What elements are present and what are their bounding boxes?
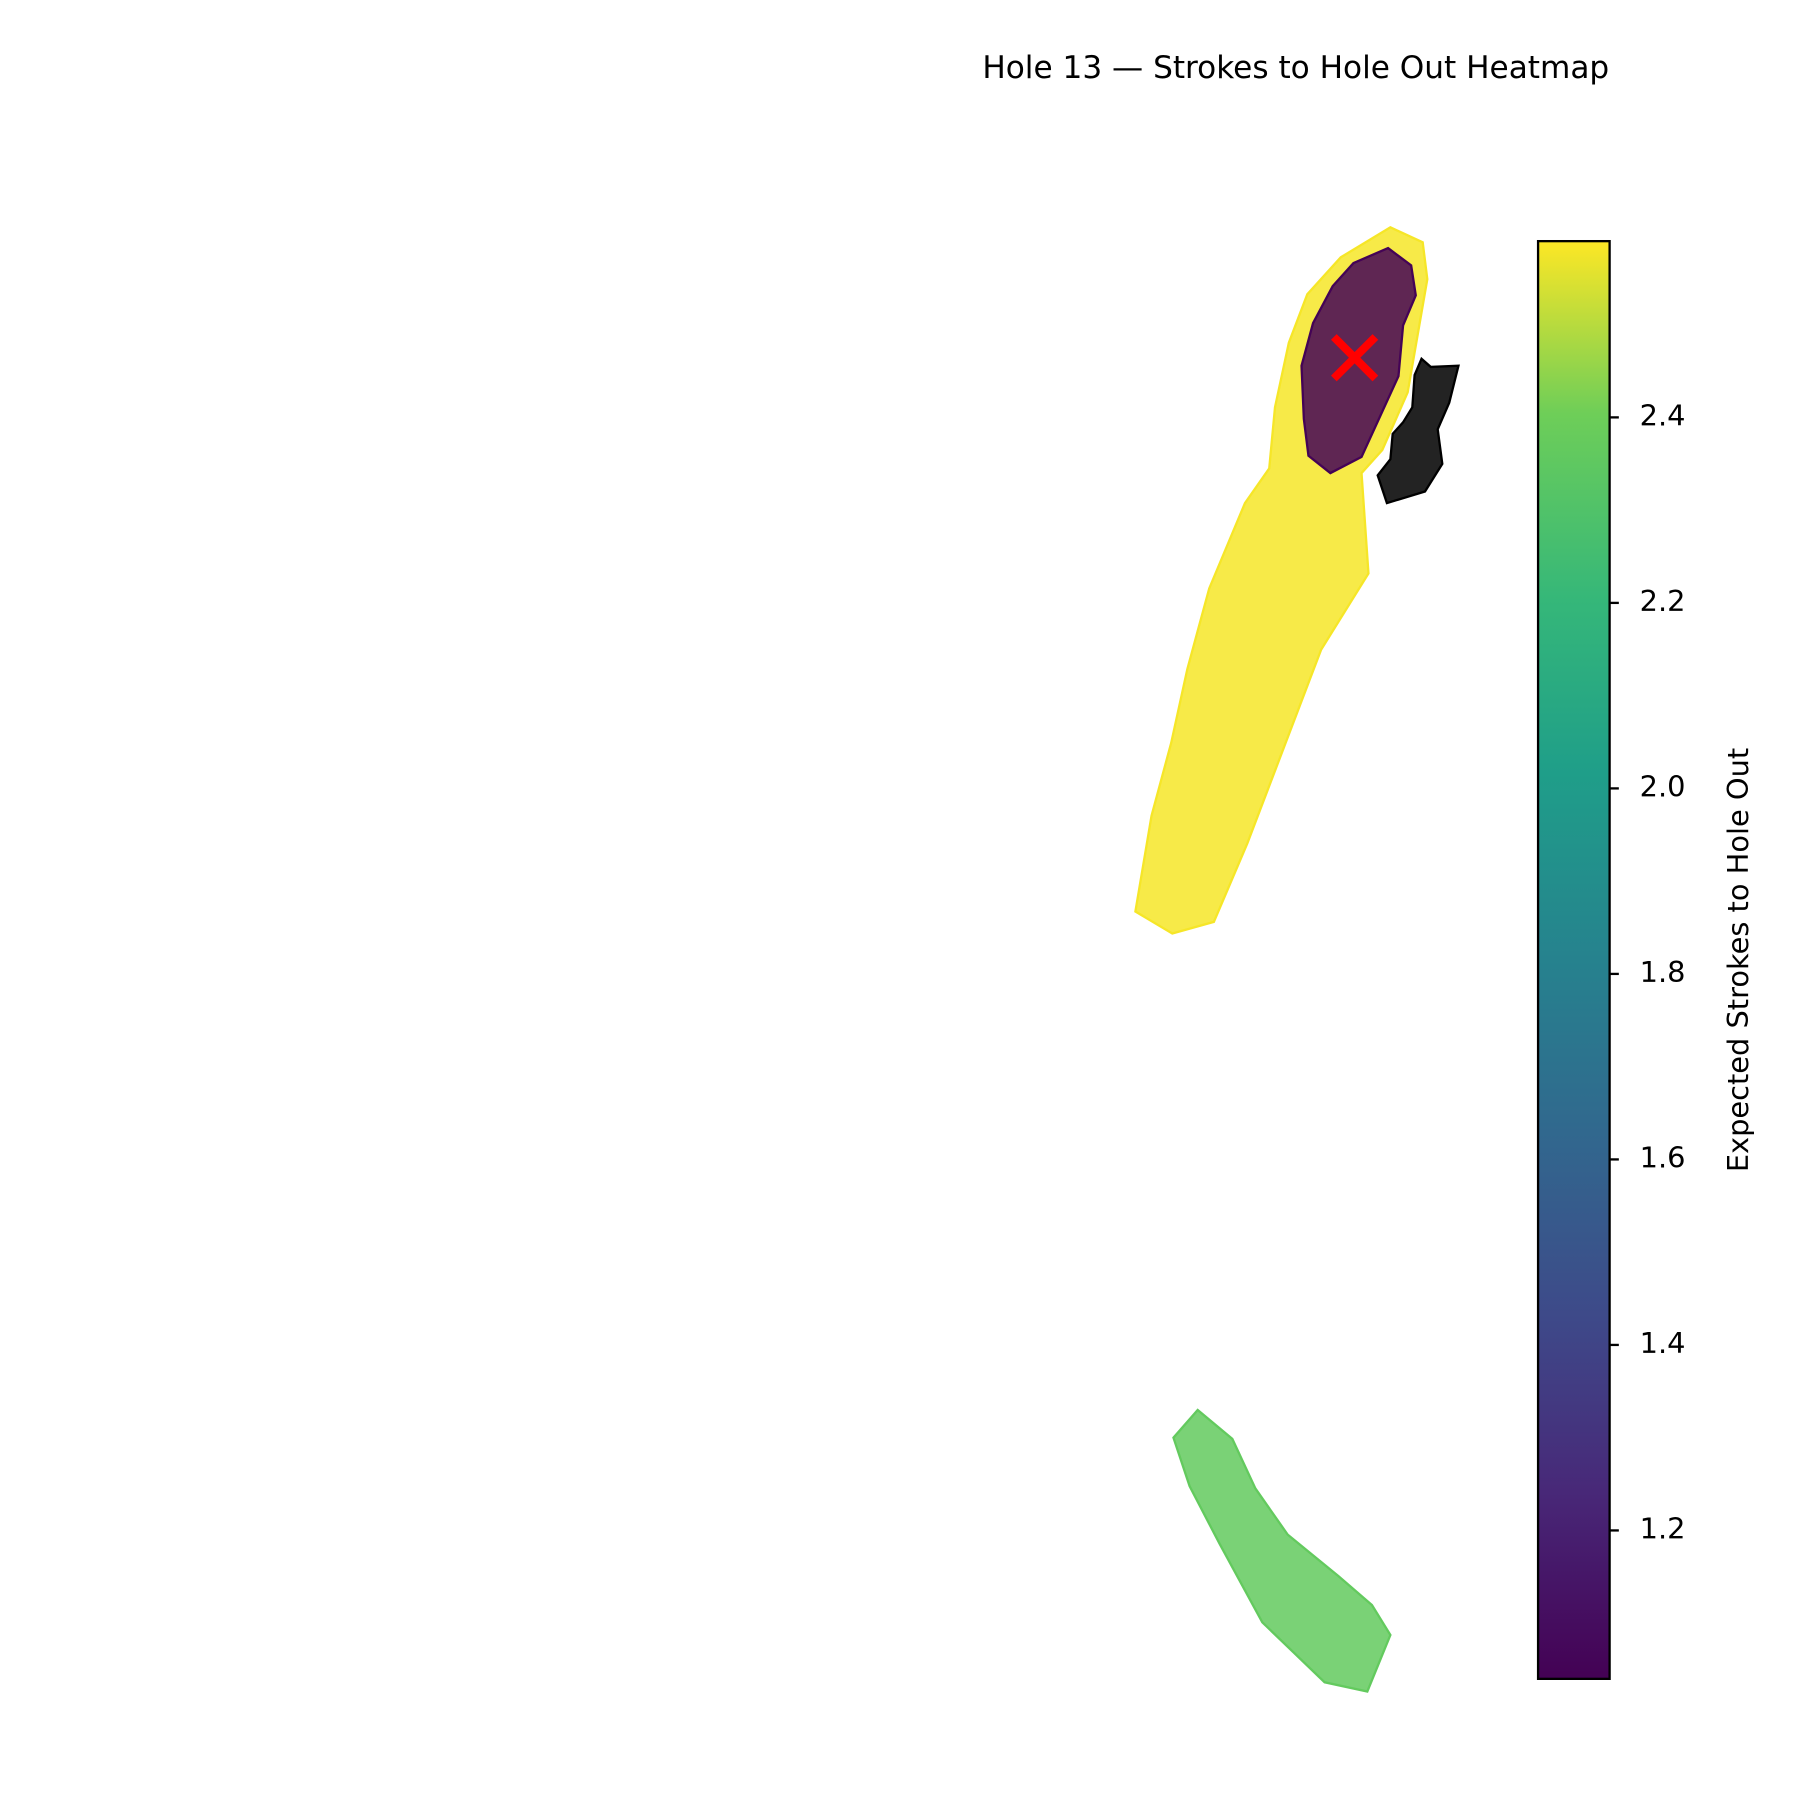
- colorbar-tick-label: 1.2: [1640, 1511, 1686, 1545]
- colorbar-tick-label: 1.4: [1640, 1326, 1686, 1360]
- regions: [1134, 226, 1429, 1693]
- colorbar: [1536, 239, 1611, 1680]
- region: [1172, 1408, 1392, 1693]
- colorbar-label: Expected Strokes to Hole Out: [1721, 748, 1755, 1172]
- colorbar-tick-label: 1.6: [1640, 1140, 1686, 1174]
- colorbar-tick-label: 2.0: [1640, 769, 1686, 803]
- colorbar-tick-label: 1.8: [1640, 955, 1686, 989]
- chart-title: Hole 13 — Strokes to Hole Out Heatmap: [982, 50, 1609, 86]
- colorbar-tick-label: 2.4: [1640, 398, 1686, 432]
- pin-marker: [1330, 334, 1379, 382]
- colorbar-tick-label: 2.2: [1640, 584, 1686, 618]
- hazard: [1376, 356, 1460, 505]
